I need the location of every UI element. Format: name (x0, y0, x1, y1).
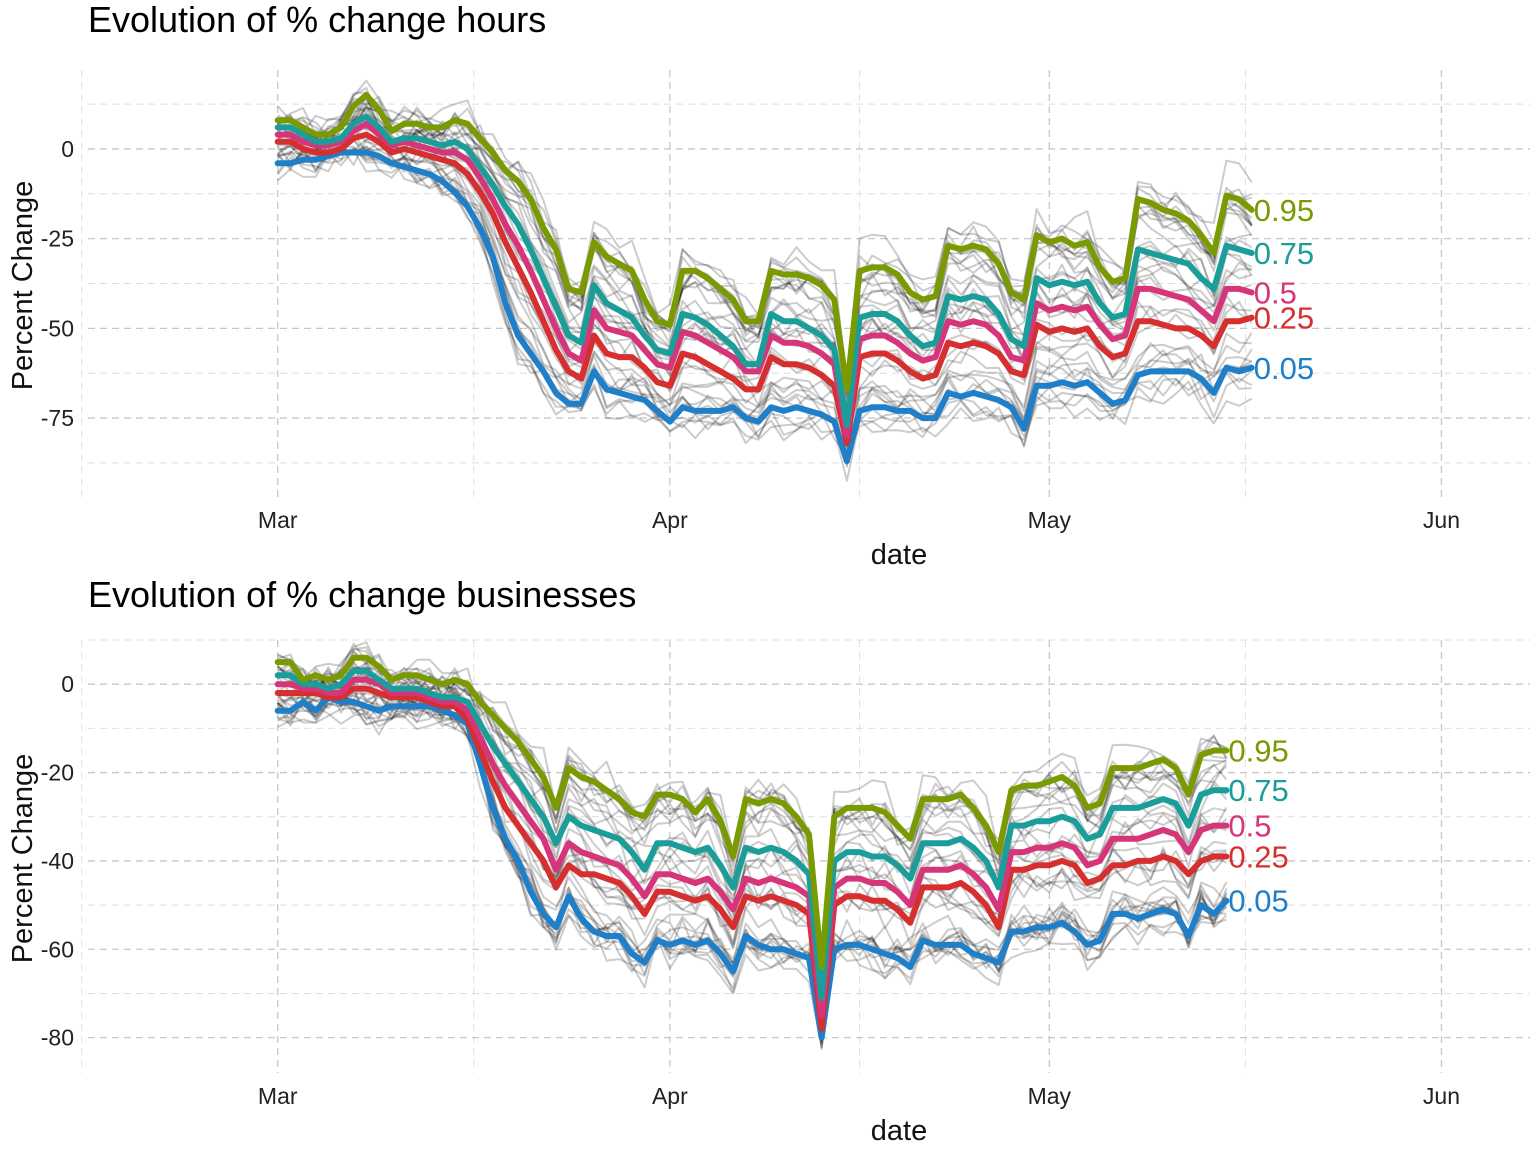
x-tick-label: Jun (1423, 507, 1460, 533)
y-tick-label: -20 (41, 760, 74, 786)
quantile-lines (274, 92, 1255, 465)
series-line-0-95 (274, 92, 1255, 393)
individual-series-line (277, 698, 1228, 1041)
y-axis-title: Percent Change (7, 754, 39, 964)
series-label-0-05: 0.05 (1254, 351, 1314, 386)
series-label-0-75: 0.75 (1254, 236, 1314, 271)
background-lines (276, 641, 1228, 1050)
y-tick-label: 0 (61, 671, 74, 697)
series-label-0-05: 0.05 (1228, 884, 1288, 919)
individual-series-line (277, 688, 1228, 1048)
quantile-lines (274, 654, 1230, 1041)
x-tick-label: May (1028, 507, 1072, 533)
x-tick-label: Apr (652, 507, 688, 533)
individual-series-line (277, 138, 1253, 444)
x-tick-label: Mar (258, 1083, 298, 1109)
x-axis-title: date (871, 539, 927, 571)
individual-series-line (276, 698, 1227, 1043)
individual-series-line (276, 138, 1252, 460)
series-label-0-95: 0.95 (1254, 193, 1314, 228)
series-line-0-75 (274, 113, 1255, 429)
grid (81, 70, 1530, 497)
x-tick-label: Jun (1423, 1083, 1460, 1109)
series-line-0-05 (274, 694, 1230, 1041)
series-label-0-75: 0.75 (1228, 773, 1288, 808)
series-line-0-25 (274, 685, 1230, 1032)
y-axis-title: Percent Change (7, 181, 39, 391)
series-label-0-95: 0.95 (1228, 733, 1288, 768)
y-tick-label: -60 (41, 936, 74, 962)
individual-series-line (277, 106, 1253, 409)
y-tick-label: -80 (41, 1025, 74, 1051)
series-line-0-75 (274, 667, 1230, 1001)
series-label-0-25: 0.25 (1254, 301, 1314, 336)
individual-series-line (276, 145, 1252, 465)
series-line-0-5 (274, 676, 1230, 1019)
x-tick-label: May (1028, 1083, 1072, 1109)
y-tick-label: -75 (41, 405, 74, 431)
y-tick-label: -25 (41, 226, 74, 252)
individual-series-line (277, 97, 1253, 378)
series-label-0-5: 0.5 (1228, 809, 1271, 844)
individual-series-line (277, 642, 1227, 949)
series-line-0-25 (274, 131, 1255, 447)
individual-series-line (277, 133, 1253, 450)
chart-title: Evolution of % change hours (88, 0, 546, 40)
y-tick-label: -40 (41, 848, 74, 874)
individual-series-line (277, 686, 1228, 1050)
series-label-0-25: 0.25 (1228, 840, 1288, 875)
y-tick-label: -50 (41, 315, 74, 341)
individual-series-line (277, 115, 1252, 401)
individual-series-line (276, 665, 1228, 982)
series-label-0-5: 0.5 (1254, 275, 1297, 310)
x-tick-label: Apr (652, 1083, 688, 1109)
y-tick-label: 0 (61, 136, 74, 162)
grid (81, 639, 1530, 1073)
x-tick-label: Mar (258, 507, 298, 533)
series-line-0-95 (274, 654, 1230, 970)
individual-series-line (276, 143, 1253, 462)
series-line-0-5 (274, 120, 1255, 439)
x-axis-title: date (871, 1115, 927, 1147)
individual-series-line (277, 641, 1228, 959)
chart-businesses: Evolution of % change businesses 0.95 0.75… (7, 574, 1530, 1147)
individual-series-line (276, 145, 1252, 468)
individual-series-line (277, 138, 1253, 448)
chart-hours: Evolution of % change hours0.950.750.50.… (7, 0, 1530, 571)
series-line-0-05 (274, 149, 1255, 465)
individual-series-line (277, 149, 1253, 482)
individual-series-line (277, 127, 1252, 442)
chart-title: Evolution of % change businesses (88, 574, 636, 615)
individual-series-line (277, 650, 1227, 985)
